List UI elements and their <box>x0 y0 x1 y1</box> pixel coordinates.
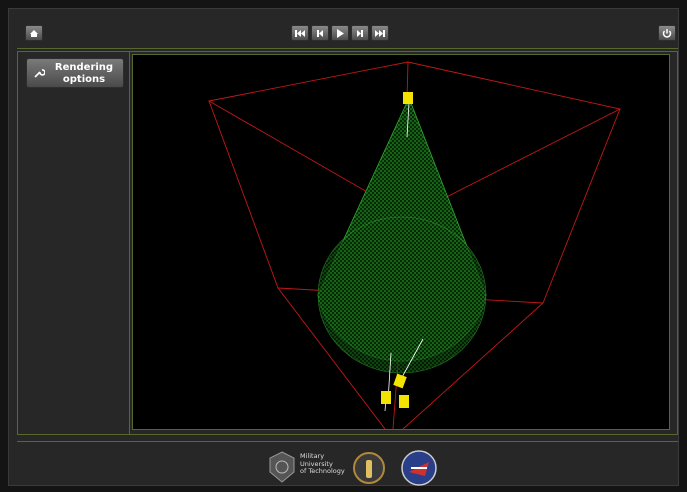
play-button[interactable] <box>331 25 349 41</box>
home-icon <box>30 30 38 37</box>
university-name: Military University of Technology <box>300 452 345 476</box>
sidebar: Rendering options <box>18 52 130 434</box>
first-icon <box>295 30 305 37</box>
home-button[interactable] <box>25 25 43 41</box>
markers <box>381 92 424 412</box>
power-button[interactable] <box>658 25 676 41</box>
last-icon <box>375 30 385 37</box>
last-button[interactable] <box>371 25 389 41</box>
university-line: Military <box>300 452 325 460</box>
play-icon <box>337 29 344 38</box>
partner-logo <box>401 450 437 486</box>
next-icon <box>357 30 363 37</box>
app-logo <box>353 452 385 484</box>
main-area: Rendering options <box>17 51 678 435</box>
scene <box>207 61 622 430</box>
app-frame: Rendering options <box>8 8 679 486</box>
footer: Military University of Technology <box>17 441 678 486</box>
3d-viewport <box>132 54 670 430</box>
next-button[interactable] <box>351 25 369 41</box>
rendering-options-label: Rendering options <box>54 62 114 85</box>
power-icon <box>662 29 672 38</box>
toolbar <box>17 17 678 49</box>
first-button[interactable] <box>291 25 309 41</box>
university-crest <box>269 451 295 483</box>
prev-icon <box>317 30 323 37</box>
cone <box>317 96 487 374</box>
university-line: University <box>300 459 333 468</box>
prev-button[interactable] <box>311 25 329 41</box>
rendering-options-button[interactable]: Rendering options <box>26 58 124 88</box>
wrench-icon <box>34 69 45 78</box>
university-line: of Technology <box>300 467 345 475</box>
